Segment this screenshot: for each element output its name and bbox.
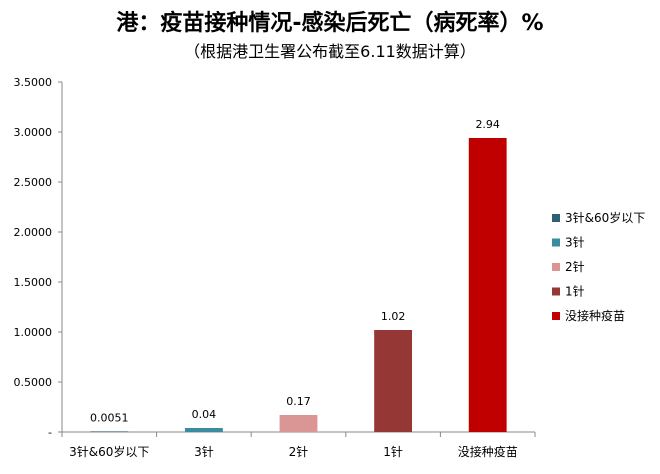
y-tick-label: - xyxy=(48,426,52,439)
y-axis-ticks: - 0.5000 1.0000 1.5000 2.0000 2.5000 3.0000 3.5… xyxy=(14,76,62,439)
legend-swatch xyxy=(552,214,560,222)
x-category-label: 2针 xyxy=(289,444,309,459)
chart-subtitle: （根据港卫生署公布截至6.11数据计算） xyxy=(184,42,476,61)
data-label: 0.0051 xyxy=(90,411,129,424)
x-category-label: 没接种疫苗 xyxy=(458,444,518,459)
legend-swatch xyxy=(552,312,560,320)
data-label: 0.17 xyxy=(286,395,311,408)
data-label: 0.04 xyxy=(192,408,217,421)
y-tick-label: 3.5000 xyxy=(14,76,53,89)
y-tick-label: 2.5000 xyxy=(14,176,53,189)
data-labels: 0.0051 0.04 0.17 1.02 2.94 xyxy=(90,118,500,424)
data-label: 1.02 xyxy=(381,310,406,323)
bar xyxy=(374,330,413,432)
x-axis-ticks xyxy=(61,432,536,437)
chart-title: 港：疫苗接种情况-感染后死亡（病死率）% xyxy=(116,10,543,36)
legend-label: 3针 xyxy=(565,235,585,250)
bar xyxy=(468,138,507,432)
x-category-label: 1针 xyxy=(383,444,403,459)
y-tick-label: 1.0000 xyxy=(14,326,53,339)
bar xyxy=(184,428,223,432)
legend-label: 没接种疫苗 xyxy=(565,308,625,323)
legend-label: 3针&60岁以下 xyxy=(565,210,645,225)
bar xyxy=(279,415,318,432)
legend-swatch xyxy=(552,238,560,247)
x-category-label: 3针 xyxy=(194,444,214,459)
bars xyxy=(90,138,507,432)
y-tick-label: 3.0000 xyxy=(14,126,53,139)
y-tick-label: 2.0000 xyxy=(14,226,53,239)
x-axis-labels: 3针&60岁以下 3针 2针 1针 没接种疫苗 xyxy=(69,444,518,459)
legend-swatch xyxy=(552,287,560,296)
legend-swatch xyxy=(552,263,560,271)
x-category-label: 3针&60岁以下 xyxy=(69,444,149,459)
y-tick-label: 0.5000 xyxy=(14,376,53,389)
y-tick-label: 1.5000 xyxy=(14,276,53,289)
legend-label: 2针 xyxy=(565,259,585,274)
data-label: 2.94 xyxy=(475,118,500,131)
legend-label: 1针 xyxy=(565,284,585,299)
bar xyxy=(90,431,129,432)
